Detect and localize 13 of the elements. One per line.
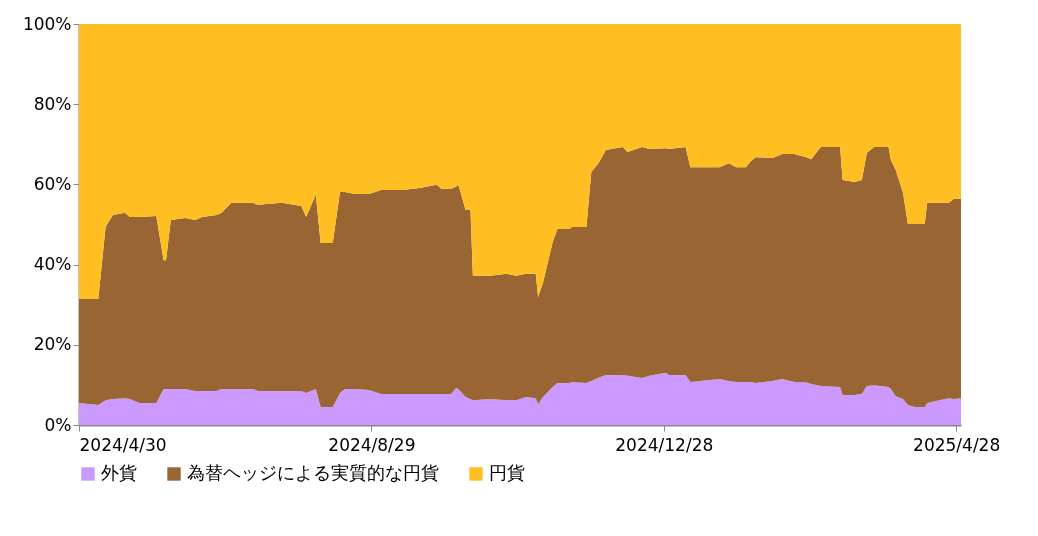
x-tick-label: 2024/8/29: [328, 434, 416, 455]
legend-label: 外貨: [101, 462, 137, 483]
y-tick-label: 0%: [44, 414, 72, 435]
x-tick-label: 2024/12/28: [615, 434, 714, 455]
x-tick-label: 2024/4/30: [79, 434, 167, 455]
y-tick-label: 100%: [22, 13, 72, 34]
x-tick-label: 2025/4/28: [913, 434, 1001, 455]
y-tick-label: 60%: [33, 173, 72, 194]
legend-label: 円貨: [489, 462, 525, 483]
y-tick-label: 20%: [33, 334, 72, 355]
legend-label: 為替ヘッジによる実質的な円貨: [187, 462, 439, 483]
y-tick-label: 40%: [33, 254, 72, 275]
y-tick-label: 80%: [33, 93, 72, 114]
